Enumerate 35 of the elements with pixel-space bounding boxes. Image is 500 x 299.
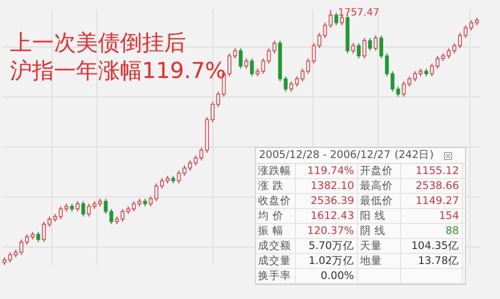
annotation: 最低价 [358,194,401,208]
annotation: 1.02万亿 [296,254,358,268]
annotation: 1612.43 [296,209,358,223]
annotation: 88 [401,224,463,238]
annotation: 1155.12 [401,164,463,178]
annotation: 地量 [358,254,401,268]
text: 沪指一年涨幅119.7% [10,58,226,86]
annotation: 涨跌幅 [256,164,296,178]
annotation: 天量 [358,239,401,253]
annotation: 1382.10 [296,179,358,193]
annotation: 涨 跌 [256,179,296,193]
annotation: 2536.39 [296,194,358,208]
annotation: 2538.66 [401,179,463,193]
annotation: 5.70万亿 [296,239,358,253]
annotation: 阳 线 [358,209,401,223]
annotation: 最高价 [358,179,401,193]
text: 2005/12/28 - 2006/12/27 [259,148,391,163]
annotation: 154 [401,209,463,223]
text: 上一次美债倒挂后 [10,30,187,58]
annotation: 13.78亿 [401,254,463,268]
text: 换手率 [256,269,296,283]
annotation: 119.74% [296,164,358,178]
annotation: 均 价 [256,209,296,223]
annotation: 成交量 [256,254,296,268]
annotation: 振 幅 [256,224,296,238]
annotation: 阴 线 [358,224,401,238]
annotation: 成交额 [256,239,296,253]
annotation: 120.37% [296,224,358,238]
annotation: 104.35亿 [401,239,463,253]
text: (242日) [394,148,434,163]
annotation: 开盘价 [358,164,401,178]
annotation: 1149.27 [401,194,463,208]
annotation: 1757.47 [338,8,380,19]
text: 0.00% [296,269,358,283]
annotation: 收盘价 [256,194,296,208]
